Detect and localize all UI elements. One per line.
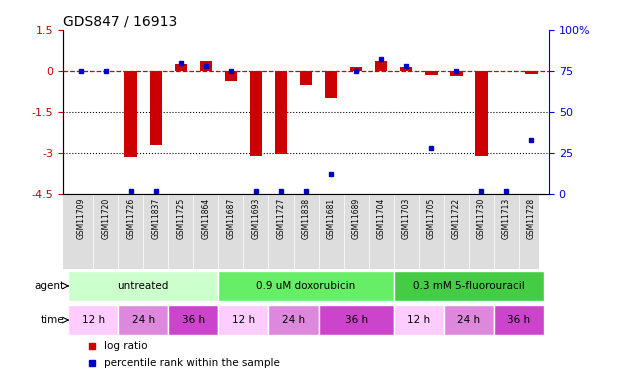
Text: GSM11864: GSM11864 (201, 198, 210, 239)
Bar (68, 271, 218, 301)
Bar (350, 67, 362, 71)
Text: GSM11704: GSM11704 (377, 198, 386, 239)
Text: 0.9 uM doxorubicin: 0.9 uM doxorubicin (256, 281, 356, 291)
Text: 12 h: 12 h (232, 315, 255, 325)
Bar (218, 305, 268, 335)
Bar (375, 62, 387, 71)
Bar (444, 305, 494, 335)
Text: GSM11837: GSM11837 (151, 198, 160, 239)
Text: GSM11687: GSM11687 (227, 198, 235, 239)
Text: GSM11728: GSM11728 (527, 198, 536, 238)
Bar (394, 305, 444, 335)
Text: GSM11703: GSM11703 (402, 198, 411, 239)
Bar (68, 305, 118, 335)
Text: 12 h: 12 h (81, 315, 105, 325)
Bar (319, 305, 394, 335)
Text: time: time (41, 315, 64, 325)
Bar (268, 305, 319, 335)
Bar (225, 71, 237, 81)
Bar (394, 271, 544, 301)
Bar (274, 71, 287, 154)
Text: 12 h: 12 h (407, 315, 430, 325)
Bar (425, 71, 437, 75)
Bar (475, 71, 488, 156)
Text: 36 h: 36 h (345, 315, 368, 325)
Text: GSM11705: GSM11705 (427, 198, 436, 239)
Text: log ratio: log ratio (104, 340, 148, 351)
Bar (118, 305, 168, 335)
Bar (400, 67, 413, 71)
Text: GSM11681: GSM11681 (327, 198, 336, 238)
Text: 24 h: 24 h (132, 315, 155, 325)
Text: GSM11838: GSM11838 (302, 198, 310, 238)
Text: 24 h: 24 h (457, 315, 480, 325)
Text: GSM11725: GSM11725 (176, 198, 186, 239)
Text: GDS847 / 16913: GDS847 / 16913 (63, 15, 177, 29)
Bar (494, 305, 544, 335)
Text: GSM11727: GSM11727 (276, 198, 285, 239)
Text: 36 h: 36 h (507, 315, 531, 325)
Text: untreated: untreated (117, 281, 169, 291)
Bar (450, 71, 463, 76)
Text: GSM11693: GSM11693 (251, 198, 261, 239)
Bar (150, 71, 162, 145)
Text: GSM11709: GSM11709 (76, 198, 85, 239)
Bar (199, 62, 212, 71)
Text: GSM11722: GSM11722 (452, 198, 461, 238)
Bar (175, 64, 187, 71)
Text: GSM11730: GSM11730 (477, 198, 486, 239)
Text: percentile rank within the sample: percentile rank within the sample (104, 358, 280, 368)
Text: 24 h: 24 h (282, 315, 305, 325)
Bar (124, 71, 137, 157)
Text: GSM11713: GSM11713 (502, 198, 511, 239)
Bar (525, 71, 538, 74)
Bar (300, 71, 312, 85)
Text: GSM11689: GSM11689 (351, 198, 361, 239)
Text: GSM11726: GSM11726 (126, 198, 135, 239)
Text: 0.3 mM 5-fluorouracil: 0.3 mM 5-fluorouracil (413, 281, 525, 291)
Text: GSM11720: GSM11720 (101, 198, 110, 239)
Bar (325, 71, 338, 98)
Bar (250, 71, 262, 156)
Bar (218, 271, 394, 301)
Bar (168, 305, 218, 335)
Text: agent: agent (34, 281, 64, 291)
Text: 36 h: 36 h (182, 315, 205, 325)
